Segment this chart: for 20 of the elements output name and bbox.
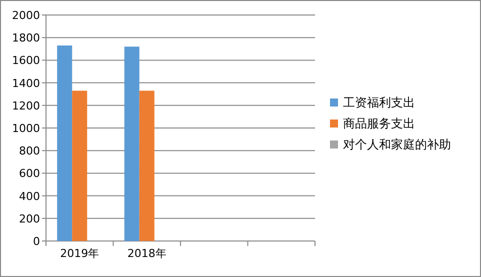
x-tick-label: 2019年 [60, 247, 100, 260]
legend-label: 商品服务支出 [343, 116, 415, 130]
y-tick-label: 1800 [12, 32, 40, 45]
y-tick-label: 0 [33, 235, 40, 248]
y-tick-label: 1200 [12, 99, 40, 112]
legend-label: 对个人和家庭的补助 [343, 138, 451, 152]
bar [57, 46, 72, 241]
x-tick-label: 2018年 [127, 247, 166, 260]
y-tick-label: 1600 [12, 54, 40, 68]
y-tick-label: 2000 [12, 9, 40, 22]
bar [124, 46, 140, 241]
y-tick-label: 1400 [12, 76, 40, 90]
y-tick-label: 600 [19, 167, 40, 180]
legend-label: 工资福利支出 [343, 96, 415, 110]
y-tick-label: 1000 [12, 122, 40, 135]
y-tick-label: 200 [19, 212, 40, 226]
y-tick-label: 400 [19, 190, 40, 203]
bar [72, 90, 88, 241]
bar [139, 90, 154, 241]
y-tick-label: 800 [19, 144, 40, 158]
